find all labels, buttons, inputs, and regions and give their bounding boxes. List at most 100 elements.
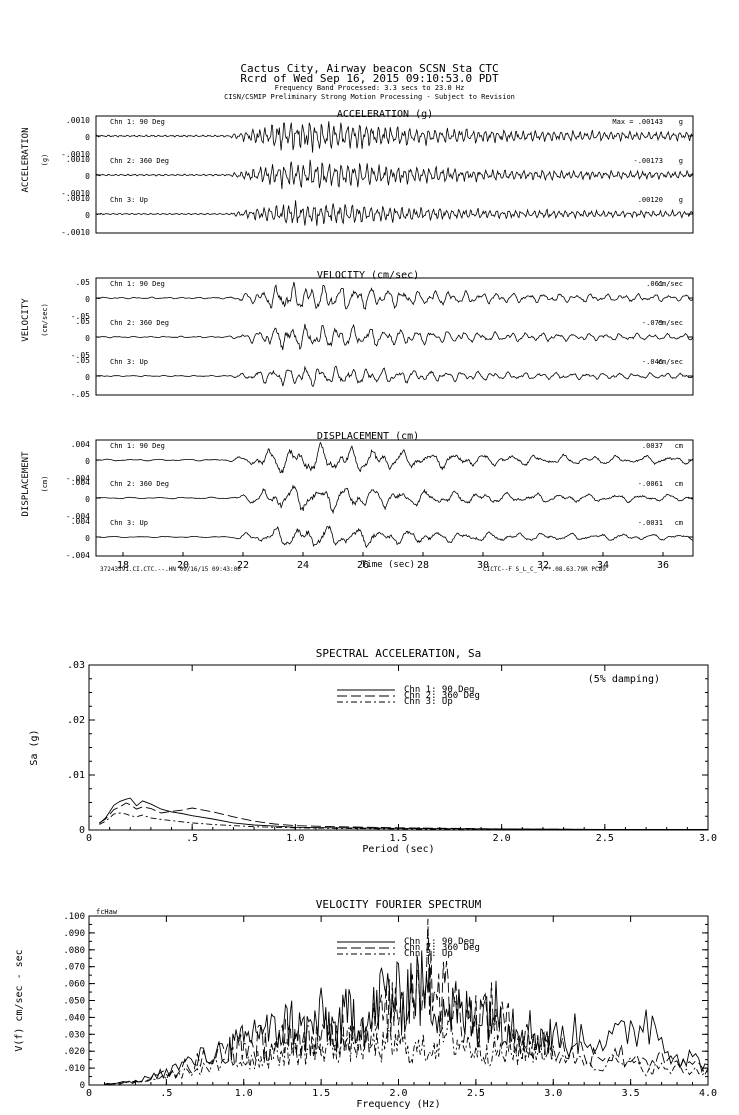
processing-note: CISN/CSMIP Preliminary Strong Motion Pro… xyxy=(224,93,515,101)
tick-label: 0 xyxy=(85,133,90,142)
x-tick-label: 34 xyxy=(597,560,609,571)
tick-label: -.05 xyxy=(71,351,90,360)
peak-value: Max = .00143 xyxy=(612,118,663,126)
trace-chn-2-360-deg xyxy=(96,323,694,351)
channel-label: Chn 1: 90 Deg xyxy=(110,280,165,288)
y-axis-unit: (cm) xyxy=(41,476,49,493)
tick-label: -.05 xyxy=(71,312,90,321)
peak-value: -.00173 xyxy=(633,157,663,165)
series-chn-2-360-deg xyxy=(99,802,708,830)
y-axis-unit: (cm/sec) xyxy=(41,303,49,337)
y-tick-label: .02 xyxy=(67,715,85,726)
x-axis-label: Period (sec) xyxy=(362,844,434,855)
x-axis-label: Frequency (Hz) xyxy=(356,1099,440,1110)
spectrum-frame xyxy=(88,664,709,831)
trace-chn-2-360-deg xyxy=(96,484,694,515)
x-tick-label: 3.0 xyxy=(699,833,717,844)
y-axis-label: DISPLACEMENT xyxy=(21,451,31,517)
x-tick-label: 18 xyxy=(117,560,129,571)
time-history-title: VELOCITY (cm/sec) xyxy=(317,270,419,281)
tick-label: .05 xyxy=(76,278,91,287)
trace-chn-3-up xyxy=(96,365,694,387)
legend-label: Chn 3: Up xyxy=(404,697,453,707)
series-chn-3-up xyxy=(99,812,708,830)
x-tick-label: .5 xyxy=(160,1088,172,1099)
tick-label: -.0010 xyxy=(61,189,90,198)
x-tick-label: 26 xyxy=(357,560,369,571)
tick-label: .05 xyxy=(76,317,91,326)
channel-label: Chn 1: 90 Deg xyxy=(110,442,165,450)
y-axis-label: VELOCITY xyxy=(21,298,31,342)
y-axis-label: V(f) cm/sec - sec xyxy=(14,949,25,1051)
trace-chn-1-90-deg xyxy=(95,281,694,311)
record-id: 37243591.CI.CTC.--.HN 09/16/15 09:43:06 xyxy=(100,566,241,573)
peak-unit: cm xyxy=(675,442,683,450)
peak-unit: cm/sec xyxy=(658,280,683,288)
trace-chn-3-up xyxy=(95,200,694,226)
peak-unit: g xyxy=(679,196,683,204)
x-tick-label: 20 xyxy=(177,560,189,571)
tick-label: .004 xyxy=(71,478,90,487)
spectrum-title: VELOCITY FOURIER SPECTRUM xyxy=(316,898,482,911)
frequency-band: Frequency Band Processed: 3.3 secs to 23… xyxy=(274,84,465,92)
y-tick-label: .090 xyxy=(63,929,85,939)
x-tick-label: 36 xyxy=(657,560,669,571)
y-axis-label: ACCELERATION xyxy=(21,127,31,192)
peak-unit: g xyxy=(679,157,683,165)
y-tick-label: .040 xyxy=(63,1013,85,1023)
series-chn-2-360-deg xyxy=(104,918,709,1085)
y-tick-label: .03 xyxy=(67,660,85,671)
x-tick-label: 24 xyxy=(297,560,309,571)
x-tick-label: 32 xyxy=(537,560,549,571)
tick-label: 0 xyxy=(85,334,90,343)
x-tick-label: 0 xyxy=(86,1088,92,1099)
peak-unit: cm xyxy=(675,480,683,488)
x-tick-label: 28 xyxy=(417,560,429,571)
tick-label: 0 xyxy=(85,295,90,304)
series-chn-1-90-deg xyxy=(99,797,708,830)
y-tick-label: .01 xyxy=(67,770,85,781)
x-tick-label: 0 xyxy=(86,833,92,844)
tick-label: 0 xyxy=(85,457,90,466)
tick-label: -.004 xyxy=(66,512,90,521)
y-tick-label: .070 xyxy=(63,963,85,973)
tick-label: -.05 xyxy=(71,390,90,399)
y-tick-label: .060 xyxy=(63,980,85,990)
processing-tag: CICTC--F S_L_C_ v**.08.63.79R PC89 xyxy=(483,566,606,573)
x-axis-label: Time (sec) xyxy=(361,560,415,570)
x-tick-label: 3.5 xyxy=(622,1088,640,1099)
tick-label: 0 xyxy=(85,495,90,504)
peak-unit: g xyxy=(679,118,683,126)
legend-label: Chn 2: 360 Deg xyxy=(404,943,480,953)
y-tick-label: .100 xyxy=(63,912,85,922)
x-tick-label: 3.0 xyxy=(544,1088,562,1099)
tick-label: .0010 xyxy=(66,116,90,125)
tick-label: .0010 xyxy=(66,155,90,164)
channel-label: Chn 2: 360 Deg xyxy=(110,157,169,165)
tick-label: 0 xyxy=(85,172,90,181)
legend-label: Chn 1: 90 Deg xyxy=(404,685,474,695)
peak-value: -.046 xyxy=(642,358,663,366)
x-tick-label: 2.0 xyxy=(493,833,511,844)
y-tick-label: .030 xyxy=(63,1030,85,1040)
series-chn-1-90-deg xyxy=(104,950,709,1085)
trace-chn-3-up xyxy=(95,525,694,549)
tick-label: 0 xyxy=(85,211,90,220)
tick-label: -.0010 xyxy=(61,228,90,237)
record-time: Rcrd of Wed Sep 16, 2015 09:10:53.0 PDT xyxy=(240,72,499,85)
x-tick-label: 1.0 xyxy=(286,833,304,844)
y-tick-label: 0 xyxy=(79,825,85,836)
y-tick-label: 0 xyxy=(80,1081,85,1091)
peak-value: -.079 xyxy=(642,319,663,327)
y-tick-label: .020 xyxy=(63,1047,85,1057)
x-tick-label: 2.0 xyxy=(389,1088,407,1099)
legend-label: Chn 2: 360 Deg xyxy=(404,691,480,701)
x-tick-label: .5 xyxy=(186,833,198,844)
y-tick-label: .050 xyxy=(63,997,85,1007)
x-tick-label: 30 xyxy=(477,560,489,571)
tick-label: .004 xyxy=(71,440,90,449)
tick-label: -.004 xyxy=(66,551,90,560)
peak-value: .00120 xyxy=(638,196,663,204)
channel-label: Chn 1: 90 Deg xyxy=(110,118,165,126)
